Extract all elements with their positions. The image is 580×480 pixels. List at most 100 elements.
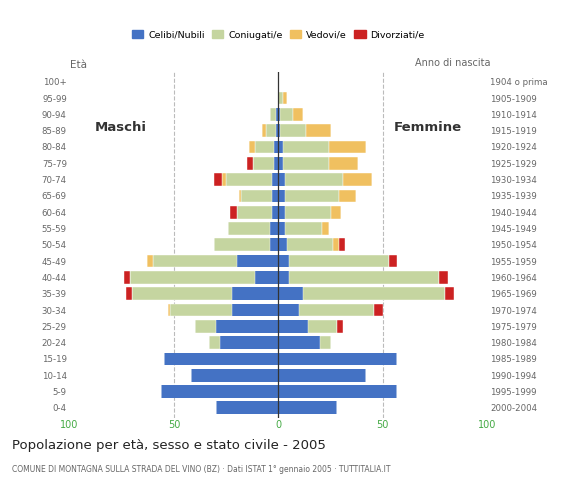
Bar bbox=[293, 108, 303, 121]
Bar bbox=[247, 157, 253, 169]
Bar bbox=[303, 288, 445, 300]
Bar bbox=[195, 320, 216, 333]
Bar bbox=[389, 255, 397, 267]
Bar bbox=[282, 141, 328, 153]
Bar bbox=[282, 157, 328, 169]
Bar bbox=[153, 255, 237, 267]
Bar bbox=[285, 190, 339, 202]
Bar bbox=[285, 206, 331, 218]
Bar bbox=[168, 304, 170, 316]
Bar bbox=[270, 239, 278, 251]
Bar bbox=[278, 271, 289, 284]
Bar bbox=[255, 271, 278, 284]
Bar bbox=[255, 141, 274, 153]
Bar bbox=[375, 304, 383, 316]
Bar bbox=[270, 222, 278, 235]
Bar bbox=[281, 124, 306, 137]
Bar bbox=[278, 157, 282, 169]
Bar bbox=[278, 124, 281, 137]
Bar bbox=[276, 124, 278, 137]
Bar bbox=[124, 271, 130, 284]
Bar bbox=[445, 288, 454, 300]
Bar bbox=[339, 190, 356, 202]
Bar bbox=[213, 239, 270, 251]
Bar bbox=[239, 190, 241, 202]
Text: COMUNE DI MONTAGNA SULLA STRADA DEL VINO (BZ) · Dati ISTAT 1° gennaio 2005 · TUT: COMUNE DI MONTAGNA SULLA STRADA DEL VINO… bbox=[12, 465, 390, 474]
Bar bbox=[147, 255, 153, 267]
Bar bbox=[161, 385, 278, 398]
Bar bbox=[278, 385, 397, 398]
Bar bbox=[278, 320, 307, 333]
Bar bbox=[270, 108, 276, 121]
Bar bbox=[285, 222, 322, 235]
Bar bbox=[281, 108, 293, 121]
Bar bbox=[274, 141, 278, 153]
Bar bbox=[276, 108, 278, 121]
Bar bbox=[278, 304, 299, 316]
Bar bbox=[328, 157, 358, 169]
Bar bbox=[328, 141, 366, 153]
Bar bbox=[278, 239, 287, 251]
Bar bbox=[337, 320, 343, 333]
Bar bbox=[253, 157, 274, 169]
Bar bbox=[229, 222, 270, 235]
Bar bbox=[266, 124, 276, 137]
Bar bbox=[299, 304, 375, 316]
Bar bbox=[289, 271, 439, 284]
Bar bbox=[278, 369, 366, 382]
Bar bbox=[282, 92, 287, 105]
Bar bbox=[233, 288, 278, 300]
Bar bbox=[322, 222, 328, 235]
Bar bbox=[233, 304, 278, 316]
Bar bbox=[278, 141, 282, 153]
Bar bbox=[164, 352, 278, 365]
Bar bbox=[278, 190, 285, 202]
Bar bbox=[130, 271, 255, 284]
Legend: Celibi/Nubili, Coniugati/e, Vedovi/e, Divorziati/e: Celibi/Nubili, Coniugati/e, Vedovi/e, Di… bbox=[128, 26, 429, 43]
Bar bbox=[237, 206, 272, 218]
Bar bbox=[278, 288, 303, 300]
Bar bbox=[278, 336, 320, 349]
Text: Maschi: Maschi bbox=[95, 120, 147, 133]
Bar bbox=[278, 173, 285, 186]
Text: Età: Età bbox=[70, 60, 86, 71]
Bar bbox=[439, 271, 448, 284]
Bar bbox=[278, 352, 397, 365]
Bar bbox=[278, 206, 285, 218]
Bar bbox=[278, 92, 282, 105]
Bar bbox=[272, 206, 278, 218]
Bar bbox=[339, 239, 345, 251]
Bar bbox=[191, 369, 278, 382]
Bar bbox=[216, 401, 278, 414]
Bar bbox=[272, 190, 278, 202]
Bar bbox=[220, 336, 278, 349]
Bar bbox=[307, 320, 337, 333]
Bar bbox=[262, 124, 266, 137]
Bar bbox=[272, 173, 278, 186]
Bar bbox=[331, 206, 341, 218]
Bar bbox=[285, 173, 343, 186]
Bar bbox=[274, 157, 278, 169]
Bar bbox=[213, 173, 222, 186]
Bar bbox=[278, 108, 281, 121]
Bar bbox=[241, 190, 272, 202]
Bar bbox=[237, 255, 278, 267]
Bar bbox=[170, 304, 233, 316]
Bar bbox=[278, 401, 337, 414]
Bar bbox=[226, 173, 272, 186]
Text: Anno di nascita: Anno di nascita bbox=[415, 58, 490, 68]
Text: Femmine: Femmine bbox=[394, 120, 462, 133]
Bar bbox=[278, 222, 285, 235]
Bar bbox=[343, 173, 372, 186]
Bar bbox=[287, 239, 333, 251]
Bar bbox=[132, 288, 233, 300]
Bar bbox=[222, 173, 226, 186]
Bar bbox=[249, 141, 255, 153]
Bar bbox=[289, 255, 389, 267]
Bar bbox=[230, 206, 237, 218]
Bar bbox=[320, 336, 331, 349]
Bar bbox=[333, 239, 339, 251]
Bar bbox=[278, 255, 289, 267]
Text: Popolazione per età, sesso e stato civile - 2005: Popolazione per età, sesso e stato civil… bbox=[12, 439, 325, 452]
Bar bbox=[209, 336, 220, 349]
